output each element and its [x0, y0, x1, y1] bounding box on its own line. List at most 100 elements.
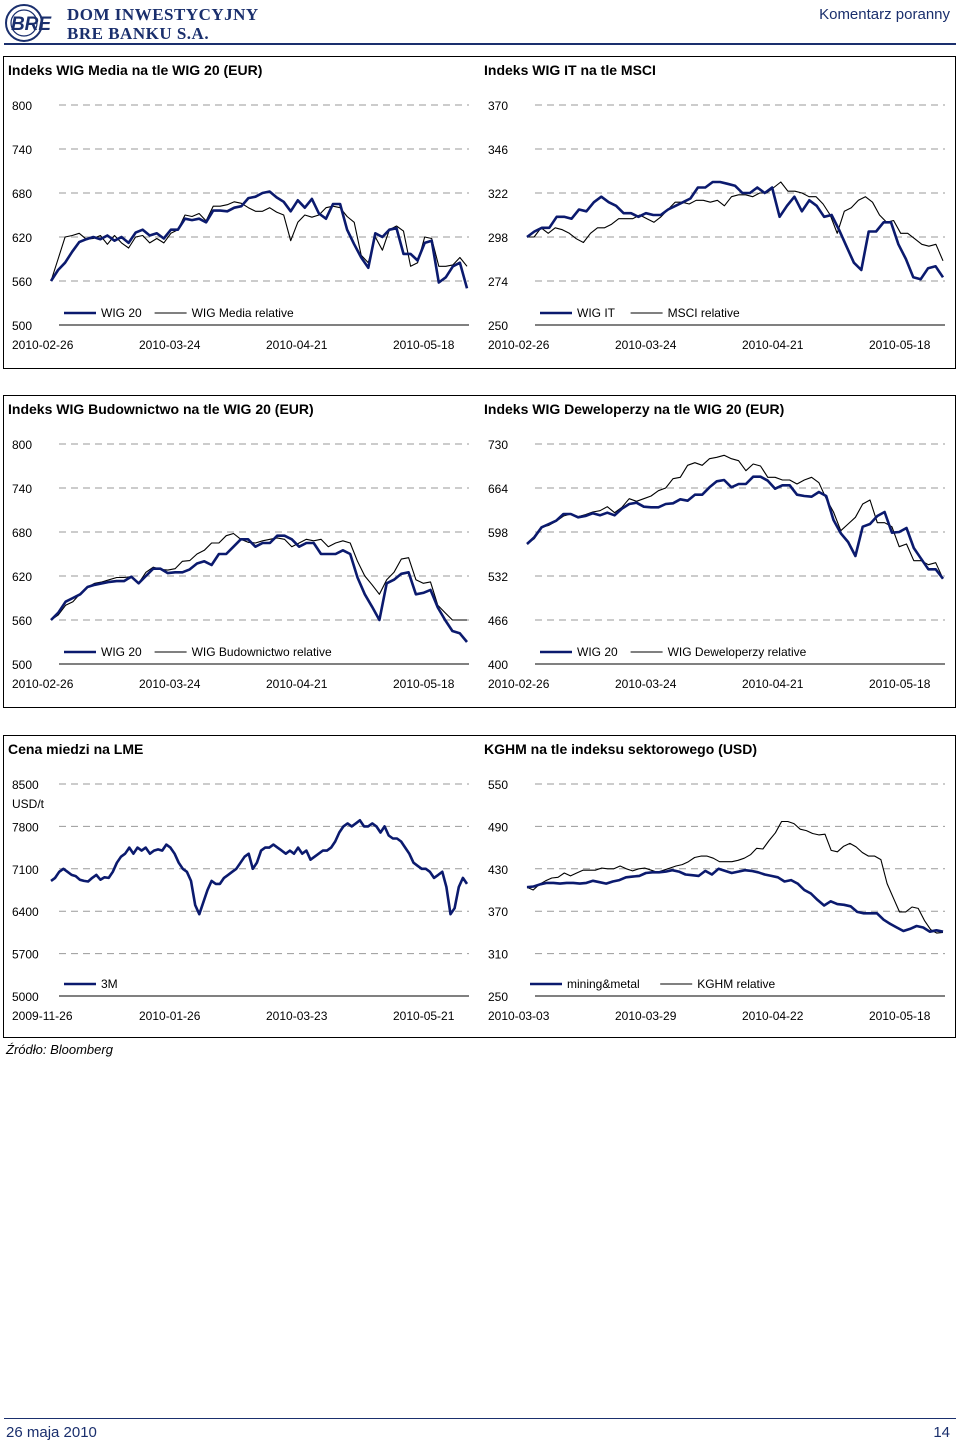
y-tick-label: 466 — [488, 614, 508, 628]
y-tick-label: 550 — [488, 778, 508, 792]
page-header: BRE DOM INWESTYCYJNY BRE BANKU S.A. Kome… — [0, 0, 960, 46]
y-tick-label: 500 — [12, 658, 32, 672]
x-tick-label: 2010-03-29 — [615, 1009, 677, 1023]
chart-title: Indeks WIG IT na tle MSCI — [484, 62, 656, 78]
legend-label: WIG IT — [577, 306, 616, 320]
x-tick-label: 2010-03-24 — [615, 338, 677, 352]
chart-panel-wig-budownictwo: Indeks WIG Budownictwo na tle WIG 20 (EU… — [4, 396, 474, 696]
x-tick-label: 2010-05-18 — [869, 338, 931, 352]
x-tick-label: 2010-04-21 — [742, 677, 804, 691]
y-tick-label: 7800 — [12, 820, 39, 834]
chart-kghm: 550 490 430 370 310 250 2010-03-03 2010-03-29 20… — [488, 778, 945, 1023]
series-line-mining-metal — [526, 867, 944, 933]
y-tick-label: 680 — [12, 187, 32, 201]
chart-wig-budownictwo: 800 740 680 620 560 500 2010-02-26 2010-03-24 20… — [12, 438, 469, 691]
legend-label: MSCI relative — [668, 306, 740, 320]
chart-row-2-frame — [3, 395, 956, 708]
y-tick-label: 400 — [488, 658, 508, 672]
y-tick-label: 322 — [488, 187, 508, 201]
legend-label: WIG 20 — [577, 645, 618, 659]
chart-panel-kghm: KGHM na tle indeksu sektorowego (USD) 55… — [480, 736, 950, 1028]
y-tick-label: 730 — [488, 438, 508, 452]
chart-panel-wig-deweloperzy: Indeks WIG Deweloperzy na tle WIG 20 (EU… — [480, 396, 950, 696]
chart-title: KGHM na tle indeksu sektorowego (USD) — [484, 741, 758, 757]
legend-label: WIG 20 — [101, 306, 142, 320]
y-unit-label: USD/t — [12, 797, 45, 811]
y-tick-label: 740 — [12, 482, 32, 496]
y-tick-label: 6400 — [12, 905, 39, 919]
chart-panel-wig-it: Indeks WIG IT na tle MSCI 370 346 322 298 27… — [480, 57, 950, 357]
x-tick-label: 2010-05-21 — [393, 1009, 455, 1023]
y-tick-label: 7100 — [12, 863, 39, 877]
chart-wig-deweloperzy: 730 664 598 532 466 400 2010-02-26 2010-03-24 20… — [488, 438, 945, 691]
x-tick-label: 2010-03-24 — [615, 677, 677, 691]
y-tick-label: 250 — [488, 990, 508, 1004]
series-line-msci-relative — [527, 181, 944, 262]
logo-text: BRE — [11, 14, 52, 35]
document-type: Komentarz poranny — [819, 6, 950, 23]
x-tick-label: 2010-02-26 — [12, 677, 74, 691]
x-tick-label: 2010-05-18 — [393, 338, 455, 352]
y-tick-label: 5000 — [12, 990, 39, 1004]
x-tick-label: 2009-11-26 — [12, 1009, 73, 1023]
chart-title: Indeks WIG Budownictwo na tle WIG 20 (EU… — [8, 401, 314, 417]
y-tick-label: 664 — [488, 482, 508, 496]
x-tick-label: 2010-01-26 — [139, 1009, 201, 1023]
y-tick-label: 500 — [12, 319, 32, 333]
x-tick-label: 2010-04-21 — [266, 677, 328, 691]
y-tick-label: 370 — [488, 99, 508, 113]
y-tick-label: 490 — [488, 820, 508, 834]
bre-logo: BRE — [5, 4, 52, 42]
y-tick-label: 620 — [12, 570, 32, 584]
series-line-wig-media-relative — [50, 201, 468, 282]
chart-title: Indeks WIG Deweloperzy na tle WIG 20 (EU… — [484, 401, 785, 417]
x-tick-label: 2010-04-21 — [266, 338, 328, 352]
x-tick-label: 2010-03-24 — [139, 338, 201, 352]
y-tick-label: 800 — [12, 438, 32, 452]
series-line-wig-20 — [49, 190, 469, 289]
y-tick-label: 370 — [488, 905, 508, 919]
footer-divider — [4, 1418, 956, 1419]
y-tick-label: 274 — [488, 275, 508, 289]
y-tick-label: 598 — [488, 526, 508, 540]
chart-panel-copper-lme: Cena miedzi na LME 8500 7800 7100 6400 5700 5… — [4, 736, 474, 1028]
legend-label: WIG Media relative — [192, 306, 294, 320]
brand-subname: BRE BANKU S.A. — [67, 24, 210, 43]
chart-copper-lme: 8500 7800 7100 6400 5700 5000 USD/t 2009-11-26 2… — [12, 778, 469, 1023]
x-tick-label: 2010-03-23 — [266, 1009, 328, 1023]
y-tick-label: 5700 — [12, 948, 39, 962]
series-line-wig-deweloperzy-relative — [526, 454, 944, 579]
legend-label: WIG Budownictwo relative — [192, 645, 332, 659]
y-tick-label: 532 — [488, 570, 508, 584]
page-number: 14 — [933, 1424, 950, 1441]
x-tick-label: 2010-04-21 — [742, 338, 804, 352]
source-note: Źródło: Bloomberg — [6, 1042, 113, 1057]
series-line-3m — [50, 819, 469, 916]
x-tick-label: 2010-03-03 — [488, 1009, 550, 1023]
x-tick-label: 2010-05-18 — [393, 677, 455, 691]
x-tick-label: 2010-02-26 — [488, 338, 550, 352]
y-tick-label: 310 — [488, 948, 508, 962]
chart-wig-media: 800 740 680 620 560 500 2010-02-26 2010-03-24 20… — [12, 99, 469, 352]
y-tick-label: 8500 — [12, 778, 39, 792]
chart-row-3-frame — [3, 735, 956, 1038]
y-tick-label: 346 — [488, 143, 508, 157]
legend-label: 3M — [101, 977, 118, 991]
chart-title: Indeks WIG Media na tle WIG 20 (EUR) — [8, 62, 263, 78]
chart-wig-it: 370 346 322 298 274 250 2010-02-26 2010-03-24 20… — [488, 99, 945, 352]
y-tick-label: 430 — [488, 863, 508, 877]
chart-row-1-frame — [3, 56, 956, 369]
y-tick-label: 680 — [12, 526, 32, 540]
footer-date: 26 maja 2010 — [6, 1424, 97, 1441]
series-line-kghm-relative — [526, 820, 944, 934]
y-tick-label: 298 — [488, 231, 508, 245]
series-line-wig-budownictwo-relative — [50, 532, 467, 621]
series-line-wig-20 — [526, 475, 945, 580]
legend-label: WIG Deweloperzy relative — [668, 645, 807, 659]
x-tick-label: 2010-02-26 — [12, 338, 74, 352]
series-line-wig-it — [526, 180, 945, 281]
x-tick-label: 2010-04-22 — [742, 1009, 804, 1023]
y-tick-label: 560 — [12, 275, 32, 289]
y-tick-label: 560 — [12, 614, 32, 628]
series-line-wig-20 — [50, 534, 469, 643]
